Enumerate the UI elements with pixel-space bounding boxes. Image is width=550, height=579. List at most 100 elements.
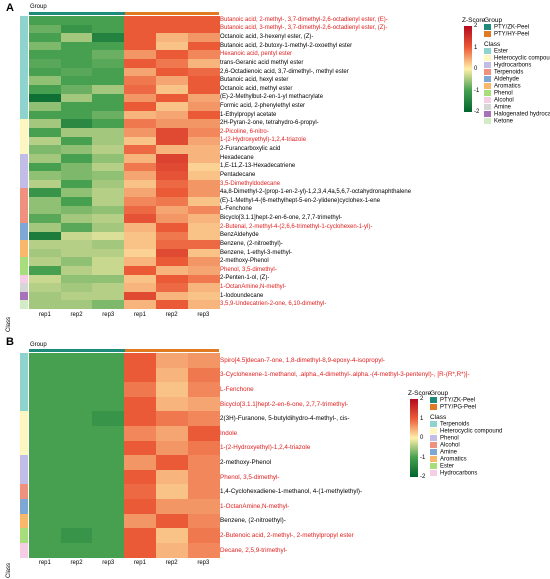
class-cell — [20, 426, 28, 441]
class-cell — [20, 179, 28, 189]
class-cell — [20, 257, 28, 267]
heatmap-cell — [92, 33, 125, 43]
legend-item-label: Amine — [440, 449, 458, 456]
heatmap-cell — [155, 274, 188, 284]
legend-item-label: Heterocyclic compound — [440, 428, 503, 435]
heatmap-cell — [124, 300, 157, 310]
legend-item-label: Phenol — [494, 90, 513, 97]
class-cell — [20, 440, 28, 456]
zscore-colorbar — [410, 399, 418, 477]
class-cell — [20, 76, 28, 86]
heatmap-cell — [92, 16, 125, 26]
zscore-tick: 0 — [420, 435, 424, 441]
heatmap-cell — [29, 469, 62, 485]
heatmap-cell — [29, 353, 62, 368]
heatmap-cell — [29, 67, 62, 77]
row-label: 2,6-Octadienoic acid, 3,7-dimethyl-, met… — [220, 68, 349, 75]
class-cell — [20, 136, 28, 146]
heatmap-cell — [60, 291, 93, 301]
column-label: rep3 — [197, 560, 210, 567]
heatmap-cell — [29, 33, 62, 43]
heatmap-cell — [187, 484, 220, 500]
heatmap-cell — [29, 542, 62, 558]
legend-item-label: Alcohol — [494, 97, 514, 104]
heatmap-cell — [187, 119, 220, 129]
row-label: 1,E-11,Z-13-Hexadecatriene — [220, 163, 296, 170]
heatmap-cell — [155, 513, 188, 529]
heatmap-cell — [187, 84, 220, 94]
heatmap-cell — [29, 16, 62, 26]
class-legend-item: Hydrocarbons — [430, 470, 502, 477]
heatmap-cell — [60, 265, 93, 275]
heatmap-cell — [92, 300, 125, 310]
heatmap-cell — [29, 528, 62, 544]
heatmap-cell — [60, 469, 93, 485]
heatmap-cell — [124, 110, 157, 120]
row-label: L-Fenchone — [220, 386, 254, 393]
heatmap-cell — [92, 59, 125, 69]
heatmap-cell — [187, 188, 220, 198]
row-label: 2(3H)-Furanone, 5-butyldihydro-4-methyl-… — [220, 415, 350, 423]
row-label: 1,4-Cyclohexadiene-1-methanol, 4-(1-meth… — [220, 488, 363, 496]
heatmap-cell — [29, 257, 62, 267]
class-cell — [20, 528, 28, 544]
class-cell — [20, 171, 28, 181]
heatmap-cell — [60, 274, 93, 284]
heatmap-cell — [187, 396, 220, 412]
heatmap-cell — [124, 265, 157, 275]
heatmap-cell — [124, 145, 157, 155]
heatmap-cell — [155, 67, 188, 77]
heatmap-cell — [29, 426, 62, 441]
heatmap-cell — [124, 16, 157, 26]
heatmap-cell — [187, 102, 220, 112]
heatmap-cell — [187, 171, 220, 181]
heatmap-cell — [92, 528, 125, 544]
heatmap-cell — [155, 205, 188, 215]
heatmap-cell — [187, 222, 220, 232]
heatmap-cell — [60, 240, 93, 250]
heatmap-cell — [60, 499, 93, 514]
column-label: rep1 — [133, 560, 146, 567]
class-legend-item: Alcohol — [430, 442, 502, 449]
heatmap-cell — [60, 24, 93, 34]
legend-swatch — [430, 470, 437, 476]
zscore-tick: 1 — [474, 44, 478, 51]
heatmap-cell — [187, 300, 220, 310]
heatmap-cell — [60, 16, 93, 26]
class-cell — [20, 291, 28, 301]
zscore-title: Z-Score — [408, 390, 432, 397]
class-legend-item: Heterocyclic compound — [430, 428, 502, 435]
heatmap-cell — [92, 542, 125, 558]
class-legend-item: Ester — [484, 48, 550, 55]
row-label: 2-Furancarboxylic acid — [220, 146, 281, 153]
heatmap-cell — [60, 76, 93, 86]
zscore-tick: -2 — [474, 109, 480, 115]
class-legend-item: Phenol — [430, 435, 502, 442]
heatmap-cell — [155, 24, 188, 34]
column-label: rep3 — [197, 312, 210, 319]
heatmap-cell — [187, 93, 220, 103]
group-legend-item: PTY/ZK-Peel — [430, 397, 502, 404]
heatmap-cell — [124, 41, 157, 51]
column-label: rep3 — [102, 312, 115, 319]
heatmap-cell — [155, 367, 188, 383]
heatmap-cell — [155, 528, 188, 544]
zscore-legend: Z-Score 2 1 0 -1 -2 — [408, 390, 432, 480]
heatmap-cell — [92, 484, 125, 500]
class-cell — [20, 382, 28, 398]
heatmap-cell — [29, 162, 62, 172]
class-cell — [20, 67, 28, 77]
row-label: 2-methoxy-Phenol — [220, 258, 269, 265]
group-legend-item: PTY/PG-Peel — [430, 404, 502, 411]
class-legend-title: Class — [430, 414, 447, 421]
heatmap-cell — [29, 248, 62, 258]
heatmap-cell — [92, 499, 125, 514]
class-cell — [20, 499, 28, 514]
class-cell — [20, 153, 28, 163]
zscore-tick: 0 — [474, 66, 478, 72]
heatmap-cell — [29, 110, 62, 120]
heatmap-cell — [155, 283, 188, 293]
legend-swatch — [430, 404, 437, 410]
heatmap-cell — [60, 171, 93, 181]
heatmap-cell — [124, 484, 157, 500]
